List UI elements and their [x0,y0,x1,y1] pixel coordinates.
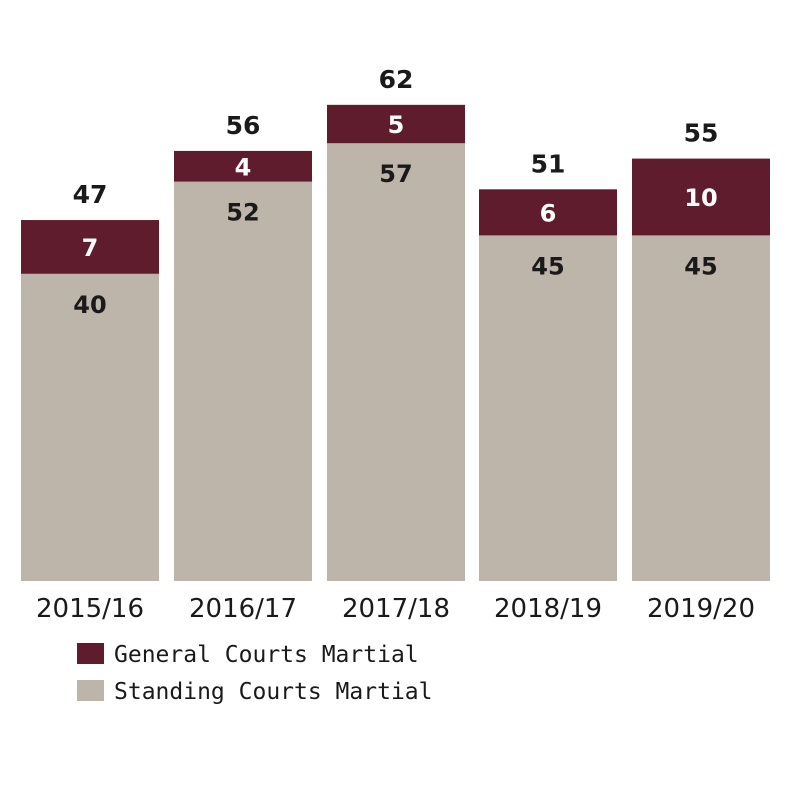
data-label-standing-2017-18: 57 [379,160,412,188]
total-label-2019-20: 55 [684,119,719,148]
x-tick-label-2019-20: 2019/20 [647,594,755,624]
x-tick-label-2017-18: 2017/18 [342,594,450,624]
data-label-standing-2019-20: 45 [684,252,717,280]
bar-general-2016-17 [174,150,312,182]
bars-group [21,104,770,582]
data-label-general-2019-20: 10 [684,184,717,212]
legend-label-general: General Courts Martial [114,642,419,668]
data-label-standing-2015-16: 40 [73,291,106,319]
legend-swatch-standing [77,680,104,701]
bar-standing-2017-18 [327,143,465,582]
data-label-standing-2018-19: 45 [531,252,564,280]
bar-standing-2018-19 [479,235,617,581]
legend: General Courts Martial Standing Courts M… [77,642,433,705]
total-label-2017-18: 62 [379,65,414,94]
x-tick-label-2018-19: 2018/19 [494,594,602,624]
data-label-standing-2016-17: 52 [226,199,259,227]
bar-standing-2019-20 [632,235,770,581]
bar-general-2015-16 [21,220,159,274]
total-label-2015-16: 47 [73,180,108,209]
legend-label-standing: Standing Courts Martial [114,679,433,705]
labels-group: 7 40 47 2015/16 4 52 56 2016/17 5 57 62 2017/18 6 45 5… [36,65,755,624]
data-label-general-2015-16: 7 [82,234,99,262]
x-tick-label-2015-16: 2015/16 [36,594,144,624]
total-label-2018-19: 51 [531,149,566,178]
bar-general-2017-18 [327,104,465,144]
bar-general-2018-19 [479,189,617,236]
data-label-general-2018-19: 6 [540,199,557,227]
x-tick-label-2016-17: 2016/17 [189,594,297,624]
bar-standing-2016-17 [174,181,312,581]
total-label-2016-17: 56 [226,111,261,140]
bar-standing-2015-16 [21,273,159,581]
legend-swatch-general [77,643,104,664]
data-label-general-2017-18: 5 [388,111,405,139]
bar-general-2019-20 [632,158,770,236]
data-label-general-2016-17: 4 [235,153,252,181]
